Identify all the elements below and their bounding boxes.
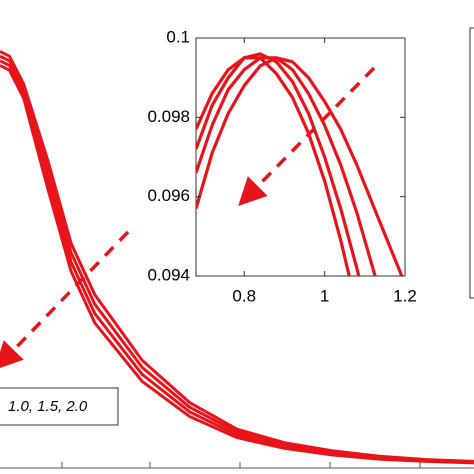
y-tick-label: 0.096 (147, 186, 190, 205)
arrow (0, 230, 130, 371)
line-series (0, 50, 474, 463)
legend-box (0, 387, 119, 426)
legend-text: 1.0, 1.5, 2.0 (8, 398, 88, 415)
main-lines (0, 50, 474, 465)
y-tick-label: 0.098 (147, 107, 190, 126)
x-tick-label: 1 (320, 286, 329, 305)
x-tick-label: 0.8 (232, 286, 256, 305)
x-tick-label: 1.2 (393, 286, 417, 305)
y-tick-label: 0.094 (147, 265, 190, 284)
line-series (196, 56, 404, 276)
y-tick-label: 0.1 (166, 27, 190, 46)
line-series (196, 52, 361, 276)
line-series (196, 56, 351, 276)
arrow (238, 66, 376, 206)
inset-lines (196, 52, 404, 276)
main-frame (0, 462, 474, 469)
inset-frame (195, 37, 406, 277)
line-series (196, 56, 377, 276)
legend-box (469, 27, 474, 299)
